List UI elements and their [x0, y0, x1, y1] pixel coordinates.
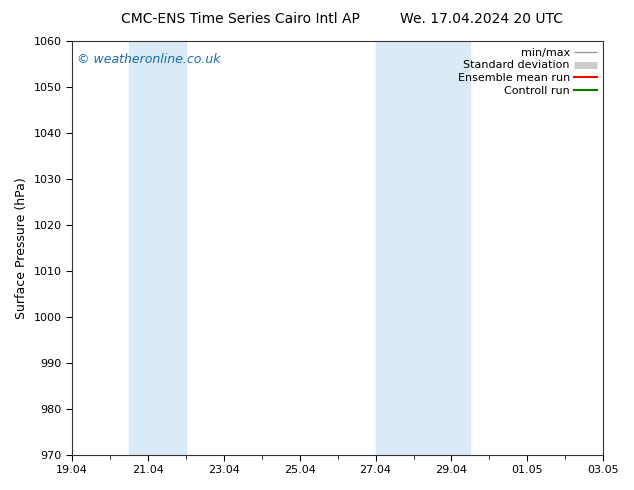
Legend: min/max, Standard deviation, Ensemble mean run, Controll run: min/max, Standard deviation, Ensemble me… [453, 43, 601, 100]
Bar [129, 41, 186, 455]
Text: © weatheronline.co.uk: © weatheronline.co.uk [77, 53, 221, 67]
Bar [413, 41, 470, 455]
Y-axis label: Surface Pressure (hPa): Surface Pressure (hPa) [15, 177, 28, 318]
Text: CMC-ENS Time Series Cairo Intl AP: CMC-ENS Time Series Cairo Intl AP [122, 12, 360, 26]
Bar [375, 41, 413, 455]
Text: We. 17.04.2024 20 UTC: We. 17.04.2024 20 UTC [400, 12, 564, 26]
